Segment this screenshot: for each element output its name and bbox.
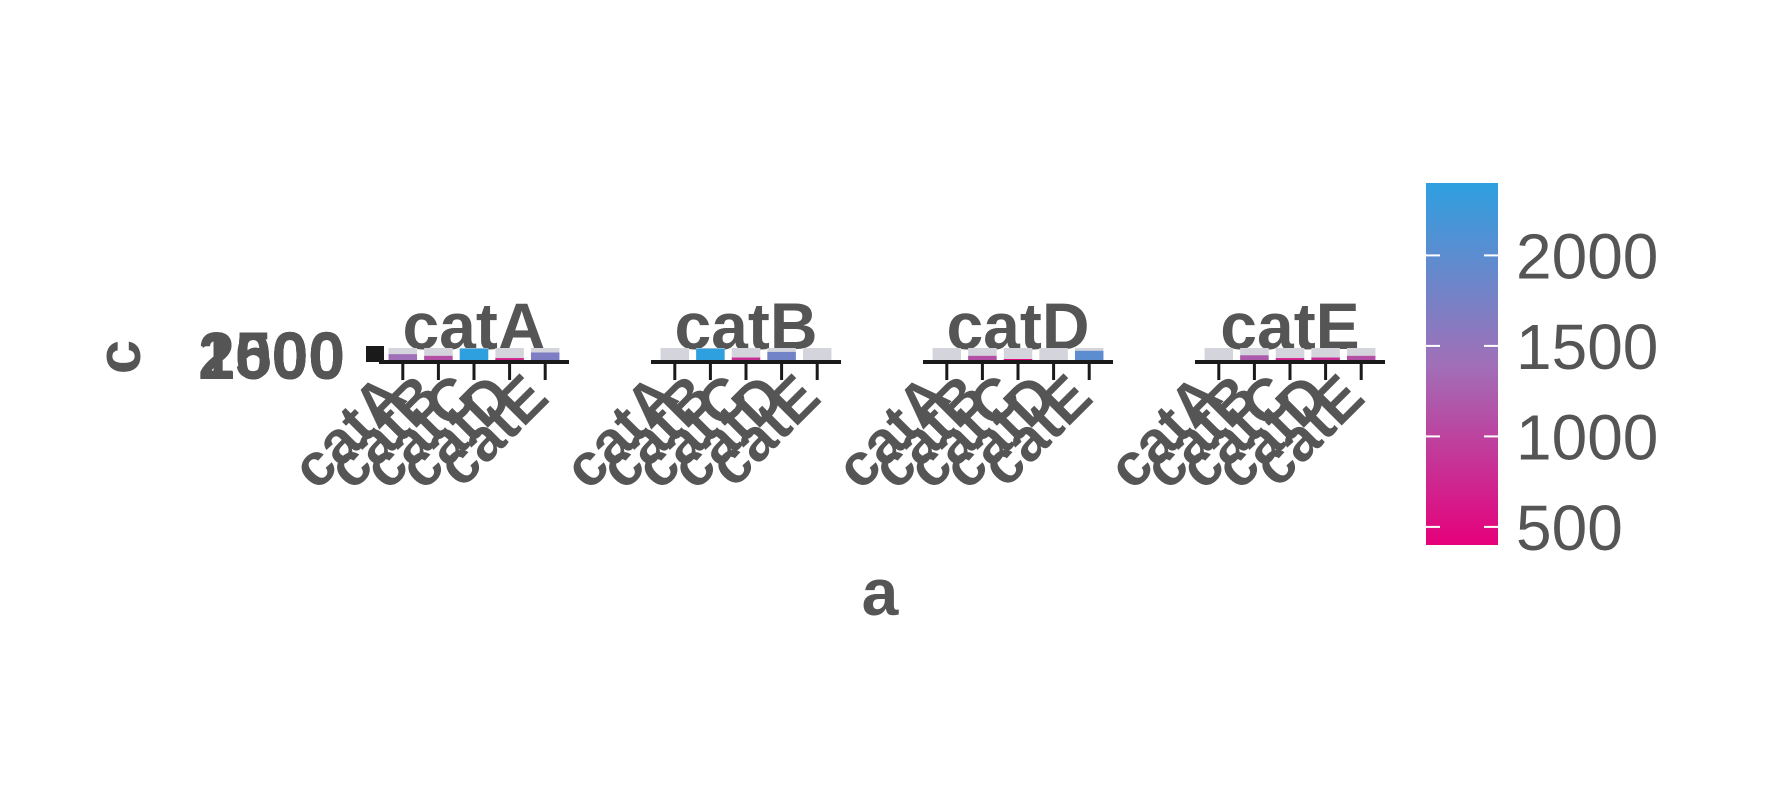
background-bar [1204, 348, 1234, 362]
bar-catE [1346, 355, 1376, 362]
background-bar [1039, 348, 1068, 362]
y-tick-label: 2000 [198, 319, 345, 393]
y-axis-tick-mark [366, 346, 384, 362]
y-axis-title: c [85, 340, 154, 374]
facet-panels: catAcatAcatBcatCcatDcatEcatBcatAcatBcatC… [279, 289, 1385, 501]
colorbar-tick-label: 2000 [1516, 220, 1658, 292]
background-bar [802, 348, 832, 362]
colorbar-ticks: 500 1000 1500 2000 [1426, 220, 1658, 564]
bar-catE [530, 352, 560, 362]
bar-catA [388, 354, 418, 362]
y-tick-label: 500 [235, 318, 345, 392]
y-tick-label: 2500 [198, 318, 345, 392]
x-axis-title: a [862, 555, 900, 629]
bar-catB [424, 355, 453, 362]
bar-catC [731, 357, 761, 362]
background-bar [932, 348, 962, 362]
background-bar [1003, 348, 1033, 362]
bar-catB [1240, 355, 1269, 362]
colorbar-tick-label: 1500 [1516, 311, 1658, 383]
bar-catB [968, 355, 997, 362]
colorbar [1426, 183, 1498, 545]
y-tick-label: 1500 [198, 318, 345, 392]
colorbar-tick-label: 1000 [1516, 401, 1658, 473]
bar-catC [459, 348, 489, 362]
bar-catE [1074, 350, 1104, 362]
background-bar [660, 348, 690, 362]
colorbar-legend: 500 1000 1500 2000 [1426, 183, 1658, 564]
bar-catB [696, 348, 725, 362]
bar-catD [1311, 357, 1340, 362]
colorbar-tick-label: 500 [1516, 492, 1623, 564]
y-tick-label: 1000 [198, 319, 345, 393]
bar-catD [767, 351, 796, 362]
